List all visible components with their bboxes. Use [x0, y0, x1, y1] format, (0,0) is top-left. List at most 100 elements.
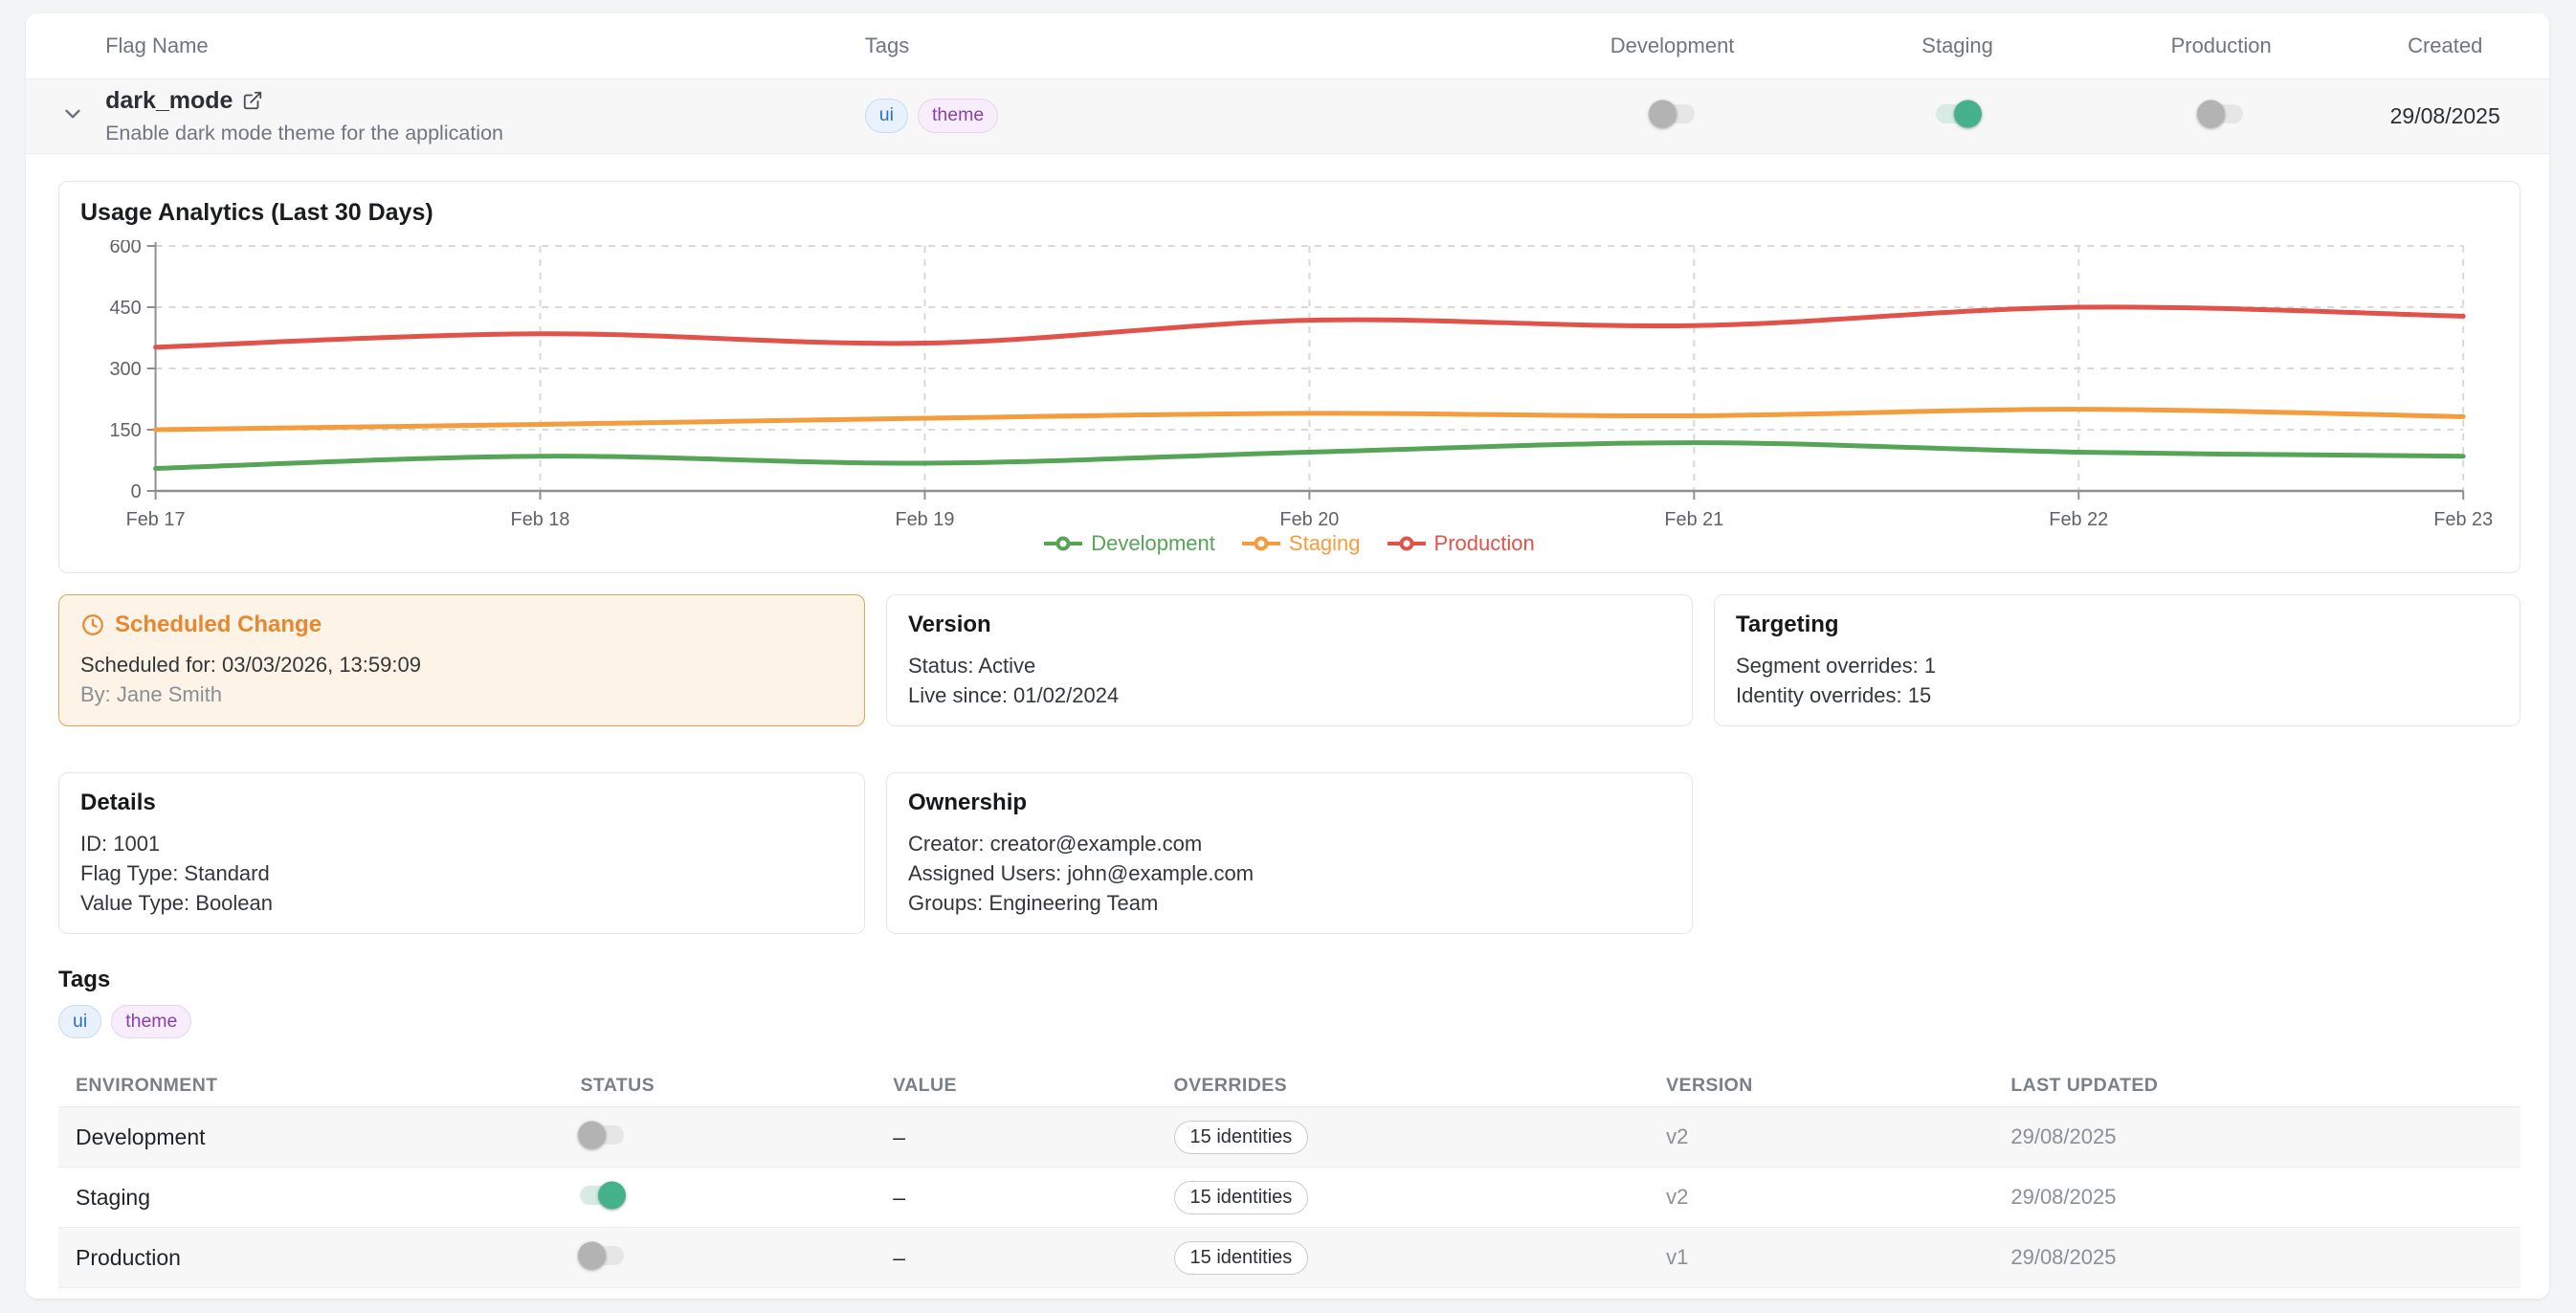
flag-table-header-spacer	[26, 13, 105, 78]
environment-last-updated: 29/08/2025	[2010, 1185, 2116, 1209]
env-header-status: STATUS	[580, 1065, 893, 1107]
svg-text:Feb 17: Feb 17	[126, 508, 186, 528]
toggle-knob	[1954, 100, 1982, 127]
environment-name: Development	[76, 1124, 206, 1149]
environment-value-cell: –	[893, 1228, 1173, 1288]
tags-section-title: Tags	[58, 967, 2520, 993]
svg-text:450: 450	[109, 297, 141, 318]
flag-created-cell: 29/08/2025	[2341, 78, 2549, 153]
chevron-down-icon[interactable]	[60, 101, 85, 126]
environment-row-development: Development–15 identitiesv229/08/2025	[58, 1107, 2520, 1168]
flag-toggle-staging-cell	[1813, 78, 2101, 153]
legend-item-production[interactable]: Production	[1388, 531, 1535, 556]
environment-value-cell: –	[893, 1168, 1173, 1228]
svg-text:Feb 19: Feb 19	[895, 508, 954, 528]
chart-legend: Development Staging Production	[80, 531, 2498, 556]
flag-table-header-staging: Staging	[1813, 13, 2101, 78]
environment-row-staging: Staging –15 identities v2 29/08/2025	[58, 1168, 2520, 1228]
details-id: ID: 1001	[80, 829, 843, 858]
summary-cards-row: Scheduled Change Scheduled for: 03/03/20…	[58, 594, 2520, 726]
ownership-groups: Groups: Engineering Team	[908, 888, 1671, 918]
version-card-title: Version	[908, 612, 1671, 638]
flag-name[interactable]: dark_mode	[105, 87, 233, 115]
flag-table-header-development: Development	[1531, 13, 1813, 78]
details-card: Details ID: 1001 Flag Type: Standard Val…	[58, 772, 865, 934]
toggle-knob	[578, 1241, 606, 1269]
svg-text:Feb 18: Feb 18	[511, 508, 570, 528]
environment-table: ENVIRONMENT STATUS VALUE OVERRIDES VERSI…	[58, 1065, 2520, 1289]
flag-table-header-production: Production	[2101, 13, 2342, 78]
ownership-creator: Creator: creator@example.com	[908, 829, 1671, 858]
flag-table-header-tags: Tags	[865, 13, 1531, 78]
toggle-knob	[578, 1121, 606, 1148]
legend-label: Staging	[1289, 531, 1361, 556]
flag-toggle-development-cell	[1531, 78, 1813, 153]
environment-version-cell: v1	[1666, 1228, 2010, 1288]
production-toggle[interactable]	[2199, 104, 2243, 123]
legend-item-development[interactable]: Development	[1044, 531, 1215, 556]
environment-overrides-cell: 15 identities	[1174, 1228, 1667, 1288]
environment-row-production: Production –15 identities v129/08/2025	[58, 1228, 2520, 1288]
detail-cards-row: Details ID: 1001 Flag Type: Standard Val…	[58, 772, 2520, 934]
legend-label: Production	[1434, 531, 1535, 556]
overrides-badge[interactable]: 15 identities	[1174, 1181, 1309, 1214]
version-card: Version Status: Active Live since: 01/02…	[886, 594, 1693, 726]
flag-details-panel: Flag Name Tags Development Staging Produ…	[26, 13, 2549, 1299]
svg-text:150: 150	[109, 419, 141, 440]
legend-marker-icon	[1242, 536, 1280, 551]
environment-last-updated-cell: 29/08/2025	[2010, 1228, 2520, 1288]
flag-table-header-created: Created	[2341, 13, 2549, 78]
overrides-badge[interactable]: 15 identities	[1174, 1241, 1309, 1275]
scheduled-by-text: By: Jane Smith	[80, 679, 843, 709]
chart-title: Usage Analytics (Last 30 Days)	[80, 199, 2498, 227]
staging-status-toggle[interactable]	[580, 1186, 624, 1205]
tag-pill-theme: theme	[111, 1005, 191, 1038]
tags-section: Tags uitheme	[58, 967, 2520, 1038]
environment-overrides-cell: 15 identities	[1174, 1168, 1667, 1228]
svg-text:Feb 20: Feb 20	[1279, 508, 1339, 528]
env-header-environment: ENVIRONMENT	[58, 1065, 580, 1107]
legend-marker-icon	[1044, 536, 1082, 551]
development-toggle[interactable]	[1651, 104, 1695, 123]
environment-table-header-row: ENVIRONMENT STATUS VALUE OVERRIDES VERSI…	[58, 1065, 2520, 1107]
legend-item-staging[interactable]: Staging	[1242, 531, 1361, 556]
flag-table: Flag Name Tags Development Staging Produ…	[26, 13, 2549, 154]
clock-icon	[80, 612, 105, 637]
version-live-since: Live since: 01/02/2024	[908, 680, 1671, 710]
flag-description: Enable dark mode theme for the applicati…	[105, 122, 865, 145]
targeting-card: Targeting Segment overrides: 1 Identity …	[1714, 594, 2520, 726]
usage-analytics-chart: 0150300450600Feb 17Feb 18Feb 19Feb 20Feb…	[80, 240, 2498, 529]
environment-version-cell: v2	[1666, 1107, 2010, 1168]
flag-row: dark_mode Enable dark mode theme for the…	[26, 78, 2549, 153]
flag-toggle-production-cell	[2101, 78, 2342, 153]
expand-collapse-cell	[26, 78, 105, 153]
flag-tags-cell: uitheme	[865, 78, 1531, 153]
usage-analytics-card: Usage Analytics (Last 30 Days) 015030045…	[58, 181, 2520, 573]
environment-status-cell	[580, 1228, 893, 1288]
toggle-knob	[598, 1181, 626, 1209]
details-card-title: Details	[80, 790, 843, 816]
staging-toggle[interactable]	[1936, 104, 1980, 123]
details-value-type: Value Type: Boolean	[80, 888, 843, 918]
overrides-badge[interactable]: 15 identities	[1174, 1121, 1309, 1154]
flag-table-header-row: Flag Name Tags Development Staging Produ…	[26, 13, 2549, 78]
environment-version: v2	[1666, 1185, 1688, 1209]
external-link-icon[interactable]	[242, 90, 263, 111]
production-status-toggle[interactable]	[580, 1246, 624, 1265]
scheduled-change-card: Scheduled Change Scheduled for: 03/03/20…	[58, 594, 865, 726]
ownership-card: Ownership Creator: creator@example.com A…	[886, 772, 1693, 934]
ownership-assigned-users: Assigned Users: john@example.com	[908, 858, 1671, 888]
scheduled-for-text: Scheduled for: 03/03/2026, 13:59:09	[80, 650, 843, 679]
flag-name-cell: dark_mode Enable dark mode theme for the…	[105, 78, 865, 153]
environment-status-cell	[580, 1107, 893, 1168]
svg-text:600: 600	[109, 240, 141, 257]
svg-text:300: 300	[109, 358, 141, 379]
created-date: 29/08/2025	[2390, 103, 2500, 128]
development-status-toggle[interactable]	[580, 1125, 624, 1145]
environment-name-cell: Staging	[58, 1168, 580, 1228]
environment-name: Production	[76, 1245, 181, 1270]
environment-last-updated-cell: 29/08/2025	[2010, 1168, 2520, 1228]
env-header-last-updated: LAST UPDATED	[2010, 1065, 2520, 1107]
environment-last-updated: 29/08/2025	[2010, 1124, 2116, 1148]
version-status: Status: Active	[908, 651, 1671, 680]
